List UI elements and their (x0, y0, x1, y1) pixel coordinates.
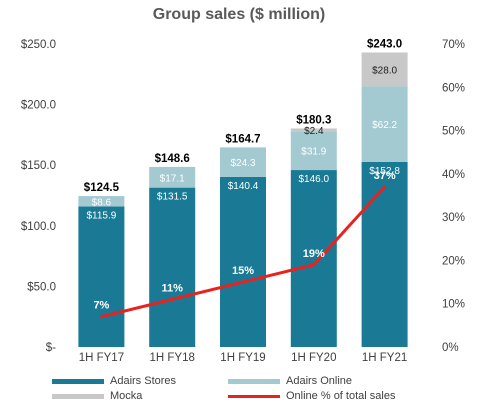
legend-item-adairs-stores: Adairs Stores (52, 374, 176, 388)
legend: Adairs Stores Adairs Online Mocka Online… (0, 368, 478, 408)
bar-segment (361, 161, 408, 347)
bar-segment (149, 187, 196, 347)
legend-item-online-share: Online % of total sales (228, 389, 395, 403)
y2-tick-label: 60% (442, 82, 465, 94)
segment-value-label: $115.9 (86, 211, 116, 222)
y2-tick-label: 50% (442, 126, 465, 138)
legend-item-mocka: Mocka (52, 389, 142, 403)
line-value-label: 11% (161, 282, 183, 294)
bar-segment (220, 147, 266, 177)
y2-tick-label: 30% (442, 212, 465, 224)
legend-item-adairs-online: Adairs Online (228, 374, 352, 388)
legend-swatch-adairs-online (228, 378, 280, 384)
legend-label-adairs-stores: Adairs Stores (110, 375, 177, 387)
line-point (99, 315, 103, 319)
legend-label-online-share: Online % of total sales (286, 390, 396, 402)
segment-value-label: $146.0 (299, 174, 330, 185)
bars: $115.9 $8.6 $124.5 $131.5 $17.1 $148.6 $140.4 $… (78, 38, 408, 347)
bar-segment (290, 128, 337, 132)
line-value-label: 15% (232, 265, 254, 277)
segment-value-label: $8.6 (92, 197, 112, 208)
segment-value-label: $62.2 (372, 120, 397, 131)
bar-total-label: $243.0 (367, 38, 402, 50)
line-point (312, 263, 316, 267)
segment-value-label: $140.4 (228, 181, 259, 192)
y-tick-label: $200.0 (21, 100, 56, 112)
segment-value-label: $152.8 (369, 166, 400, 177)
legend-swatch-adairs-stores (52, 378, 104, 384)
legend-swatch-online-share (228, 394, 280, 398)
segment-value-label: $17.1 (160, 173, 185, 184)
y2-tick-label: 20% (442, 255, 465, 267)
bar-segment (361, 52, 408, 87)
y2-tick-label: 40% (442, 169, 465, 181)
bar-segment (361, 86, 408, 162)
segment-value-label: $28.0 (372, 65, 397, 76)
bar-segment (290, 170, 337, 347)
bar-segment (220, 176, 266, 347)
line-point (383, 185, 387, 189)
x-tick-label: 1H FY18 (150, 352, 195, 364)
chart-title: Group sales ($ million) (152, 6, 326, 23)
y-tick-label: $- (46, 342, 56, 354)
segment-value-label: $131.5 (157, 192, 188, 203)
y2-tick-label: 70% (442, 39, 465, 51)
segment-value-label: $2.4 (304, 126, 324, 137)
y-axis-left: $- $50.0 $100.0 $150.0 $200.0 $250.0 (21, 39, 56, 354)
segment-value-label: $24.3 (230, 158, 255, 169)
x-axis: 1H FY17 1H FY18 1H FY19 1H FY20 1H FY21 (79, 352, 408, 364)
legend-swatch-mocka (52, 393, 104, 399)
y-tick-label: $150.0 (21, 160, 56, 172)
bar-total-label: $148.6 (155, 153, 190, 165)
y-axis-right: 0% 10% 20% 30% 40% 50% 60% 70% (442, 39, 465, 354)
bar-segment (290, 131, 337, 171)
x-tick-label: 1H FY17 (79, 352, 124, 364)
bar-total-label: $180.3 (296, 114, 331, 126)
y-tick-label: $250.0 (21, 39, 56, 51)
x-tick-label: 1H FY20 (291, 352, 336, 364)
bar-segment (78, 196, 125, 207)
y2-tick-label: 10% (442, 299, 465, 311)
y2-tick-label: 0% (442, 342, 459, 354)
line-value-label: 19% (303, 248, 325, 260)
bar-segment (149, 166, 196, 188)
line-value-label: 7% (93, 300, 109, 312)
x-tick-label: 1H FY19 (220, 352, 265, 364)
line-value-label: 37% (374, 170, 396, 182)
line-point (241, 280, 245, 284)
legend-label-adairs-online: Adairs Online (286, 375, 353, 387)
bar-total-label: $164.7 (225, 133, 260, 145)
legend-label-mocka: Mocka (110, 390, 143, 402)
x-tick-label: 1H FY21 (362, 352, 407, 364)
bar-segment (78, 206, 125, 347)
segment-value-label: $31.9 (301, 147, 326, 158)
bar-total-label: $124.5 (84, 182, 120, 194)
online-share-line: 7% 11% 15% 19% 37% (93, 170, 396, 319)
y-tick-label: $100.0 (21, 221, 56, 233)
line-point (170, 297, 174, 301)
y-tick-label: $50.0 (27, 281, 56, 293)
